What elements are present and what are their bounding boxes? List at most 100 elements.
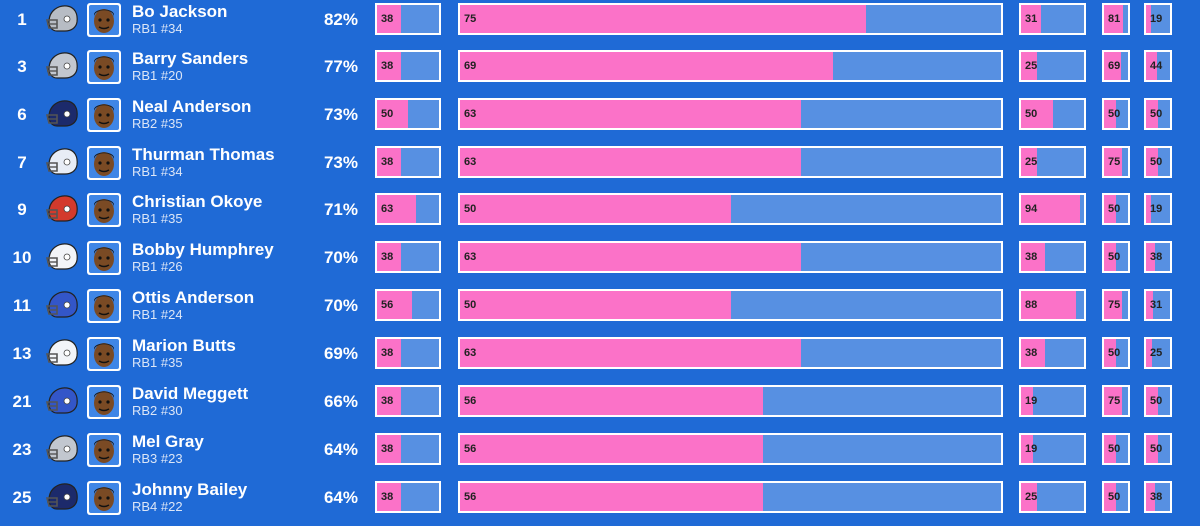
- stat-value: 56: [464, 491, 477, 503]
- bears-helmet-icon: [45, 99, 79, 129]
- stat-value: 63: [464, 347, 477, 359]
- player-rank: 10: [12, 248, 32, 267]
- stat-bar-2: 56: [458, 385, 1003, 417]
- player-row[interactable]: 21 David Meggett RB2 #30 66% 38 56 19 75 50: [0, 382, 1200, 430]
- stat-value: 19: [1150, 203, 1163, 215]
- giants-helmet-icon: [45, 290, 79, 320]
- stat-bar-2: 63: [458, 337, 1003, 369]
- stat-value: 50: [1150, 443, 1163, 455]
- player-name[interactable]: David Meggett: [132, 384, 249, 403]
- stat-bar-fill: [460, 100, 801, 128]
- bears-helmet-icon: [45, 482, 79, 512]
- player-overall-percent: 82%: [323, 10, 358, 29]
- stat-bar-1: 38: [375, 241, 441, 273]
- lions-helmet-icon: [45, 434, 79, 464]
- stat-bar-2: 56: [458, 433, 1003, 465]
- player-name[interactable]: Bobby Humphrey: [132, 240, 274, 259]
- stat-bar-fill: [1146, 435, 1158, 463]
- player-avatar: [87, 241, 121, 275]
- stat-bar-fill: [1146, 52, 1157, 80]
- player-name[interactable]: Johnny Bailey: [132, 480, 248, 499]
- player-overall-percent: 73%: [323, 153, 358, 172]
- stat-bar-fill: [460, 52, 834, 80]
- player-rank: 9: [17, 200, 27, 219]
- stat-bar-fill: [1104, 195, 1116, 223]
- player-avatar: [87, 385, 121, 419]
- stat-bar-fill: [1146, 195, 1151, 223]
- player-name[interactable]: Marion Butts: [132, 336, 236, 355]
- stat-bar-fill: [1104, 5, 1124, 33]
- player-name[interactable]: Bo Jackson: [132, 2, 228, 21]
- stat-value: 19: [1025, 395, 1038, 407]
- stat-bar-5: 31: [1144, 289, 1172, 321]
- player-name[interactable]: Neal Anderson: [132, 97, 252, 116]
- player-row[interactable]: 25 Johnny Bailey RB4 #22 64% 38 56 25 50 38: [0, 478, 1200, 526]
- stat-value: 25: [1025, 60, 1038, 72]
- stat-value: 50: [381, 108, 394, 120]
- stat-bar-5: 50: [1144, 98, 1172, 130]
- stat-bar-fill: [1104, 291, 1122, 319]
- player-row[interactable]: 13 Marion Butts RB1 #35 69% 38 63 38 50 25: [0, 334, 1200, 382]
- stat-value: 38: [381, 60, 394, 72]
- player-overall-percent: 70%: [323, 248, 358, 267]
- player-overall-percent: 64%: [323, 488, 358, 507]
- player-row[interactable]: 9 Christian Okoye RB1 #35 71% 63 50 94 50 19: [0, 190, 1200, 238]
- stat-bar-fill: [460, 291, 731, 319]
- player-name[interactable]: Mel Gray: [132, 432, 204, 451]
- stat-value: 56: [464, 443, 477, 455]
- player-rank: 7: [17, 153, 27, 172]
- stat-bar-4: 50: [1102, 241, 1130, 273]
- stat-bar-fill: [1021, 52, 1037, 80]
- stat-bar-5: 25: [1144, 337, 1172, 369]
- stat-value: 38: [1150, 491, 1163, 503]
- stat-value: 19: [1025, 443, 1038, 455]
- player-overall-percent: 73%: [323, 105, 358, 124]
- player-name[interactable]: Barry Sanders: [132, 49, 249, 68]
- stat-bar-fill: [1104, 339, 1116, 367]
- stat-bar-fill: [377, 291, 412, 319]
- player-position: RB2 #30: [132, 403, 183, 418]
- stat-value: 50: [1108, 251, 1121, 263]
- stat-bar-fill: [377, 387, 401, 415]
- raiders-helmet-icon: [45, 4, 79, 34]
- stat-bar-fill: [1021, 435, 1033, 463]
- player-row[interactable]: 7 Thurman Thomas RB1 #34 73% 38 63 25 75 50: [0, 143, 1200, 191]
- player-avatar: [87, 289, 121, 323]
- stat-value: 50: [1150, 108, 1163, 120]
- stat-value: 38: [381, 13, 394, 25]
- stat-bar-1: 38: [375, 433, 441, 465]
- stat-value: 56: [464, 395, 477, 407]
- player-row[interactable]: 6 Neal Anderson RB2 #35 73% 50 63 50 50 50: [0, 95, 1200, 143]
- player-name[interactable]: Ottis Anderson: [132, 288, 255, 307]
- stat-value: 69: [464, 60, 477, 72]
- player-position: RB1 #35: [132, 211, 183, 226]
- stat-value: 50: [464, 299, 477, 311]
- player-row[interactable]: 23 Mel Gray RB3 #23 64% 38 56 19 50 50: [0, 430, 1200, 478]
- player-row[interactable]: 11 Ottis Anderson RB1 #24 70% 56 50 88 75 31: [0, 286, 1200, 334]
- stat-bar-fill: [1021, 339, 1045, 367]
- stat-bar-fill: [1021, 100, 1053, 128]
- stat-value: 25: [1025, 491, 1038, 503]
- stat-bar-2: 63: [458, 98, 1003, 130]
- player-rank: 23: [12, 440, 32, 459]
- bills-helmet-icon: [45, 147, 79, 177]
- stat-bar-5: 44: [1144, 50, 1172, 82]
- stat-value: 50: [1108, 443, 1121, 455]
- player-avatar: [87, 481, 121, 515]
- chargers-helmet-icon: [45, 338, 79, 368]
- stat-bar-3: 19: [1019, 433, 1086, 465]
- stat-bar-2: 75: [458, 3, 1003, 35]
- stat-bar-fill: [460, 243, 801, 271]
- stat-bar-5: 19: [1144, 3, 1172, 35]
- player-avatar: [87, 193, 121, 227]
- stat-bar-3: 19: [1019, 385, 1086, 417]
- player-row[interactable]: 3 Barry Sanders RB1 #20 77% 38 69 25 69 44: [0, 47, 1200, 95]
- player-row[interactable]: 1 Bo Jackson RB1 #34 82% 38 75 31 81 19: [0, 0, 1200, 48]
- player-name[interactable]: Thurman Thomas: [132, 145, 275, 164]
- player-name[interactable]: Christian Okoye: [132, 192, 263, 211]
- player-overall-percent: 77%: [323, 57, 358, 76]
- player-overall-percent: 64%: [323, 440, 358, 459]
- player-row[interactable]: 10 Bobby Humphrey RB1 #26 70% 38 63 38 50 38: [0, 238, 1200, 286]
- stat-bar-4: 75: [1102, 385, 1130, 417]
- stat-bar-fill: [460, 5, 866, 33]
